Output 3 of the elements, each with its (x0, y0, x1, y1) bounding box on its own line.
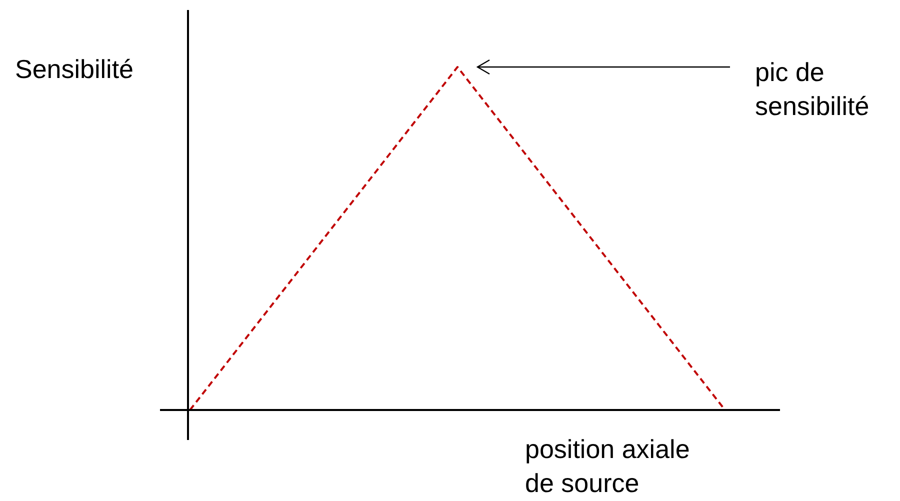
x-axis-title: position axiale de source (525, 433, 691, 500)
y-axis-title: Sensibilité (15, 53, 134, 86)
annotation: pic de sensibilité (755, 56, 870, 123)
